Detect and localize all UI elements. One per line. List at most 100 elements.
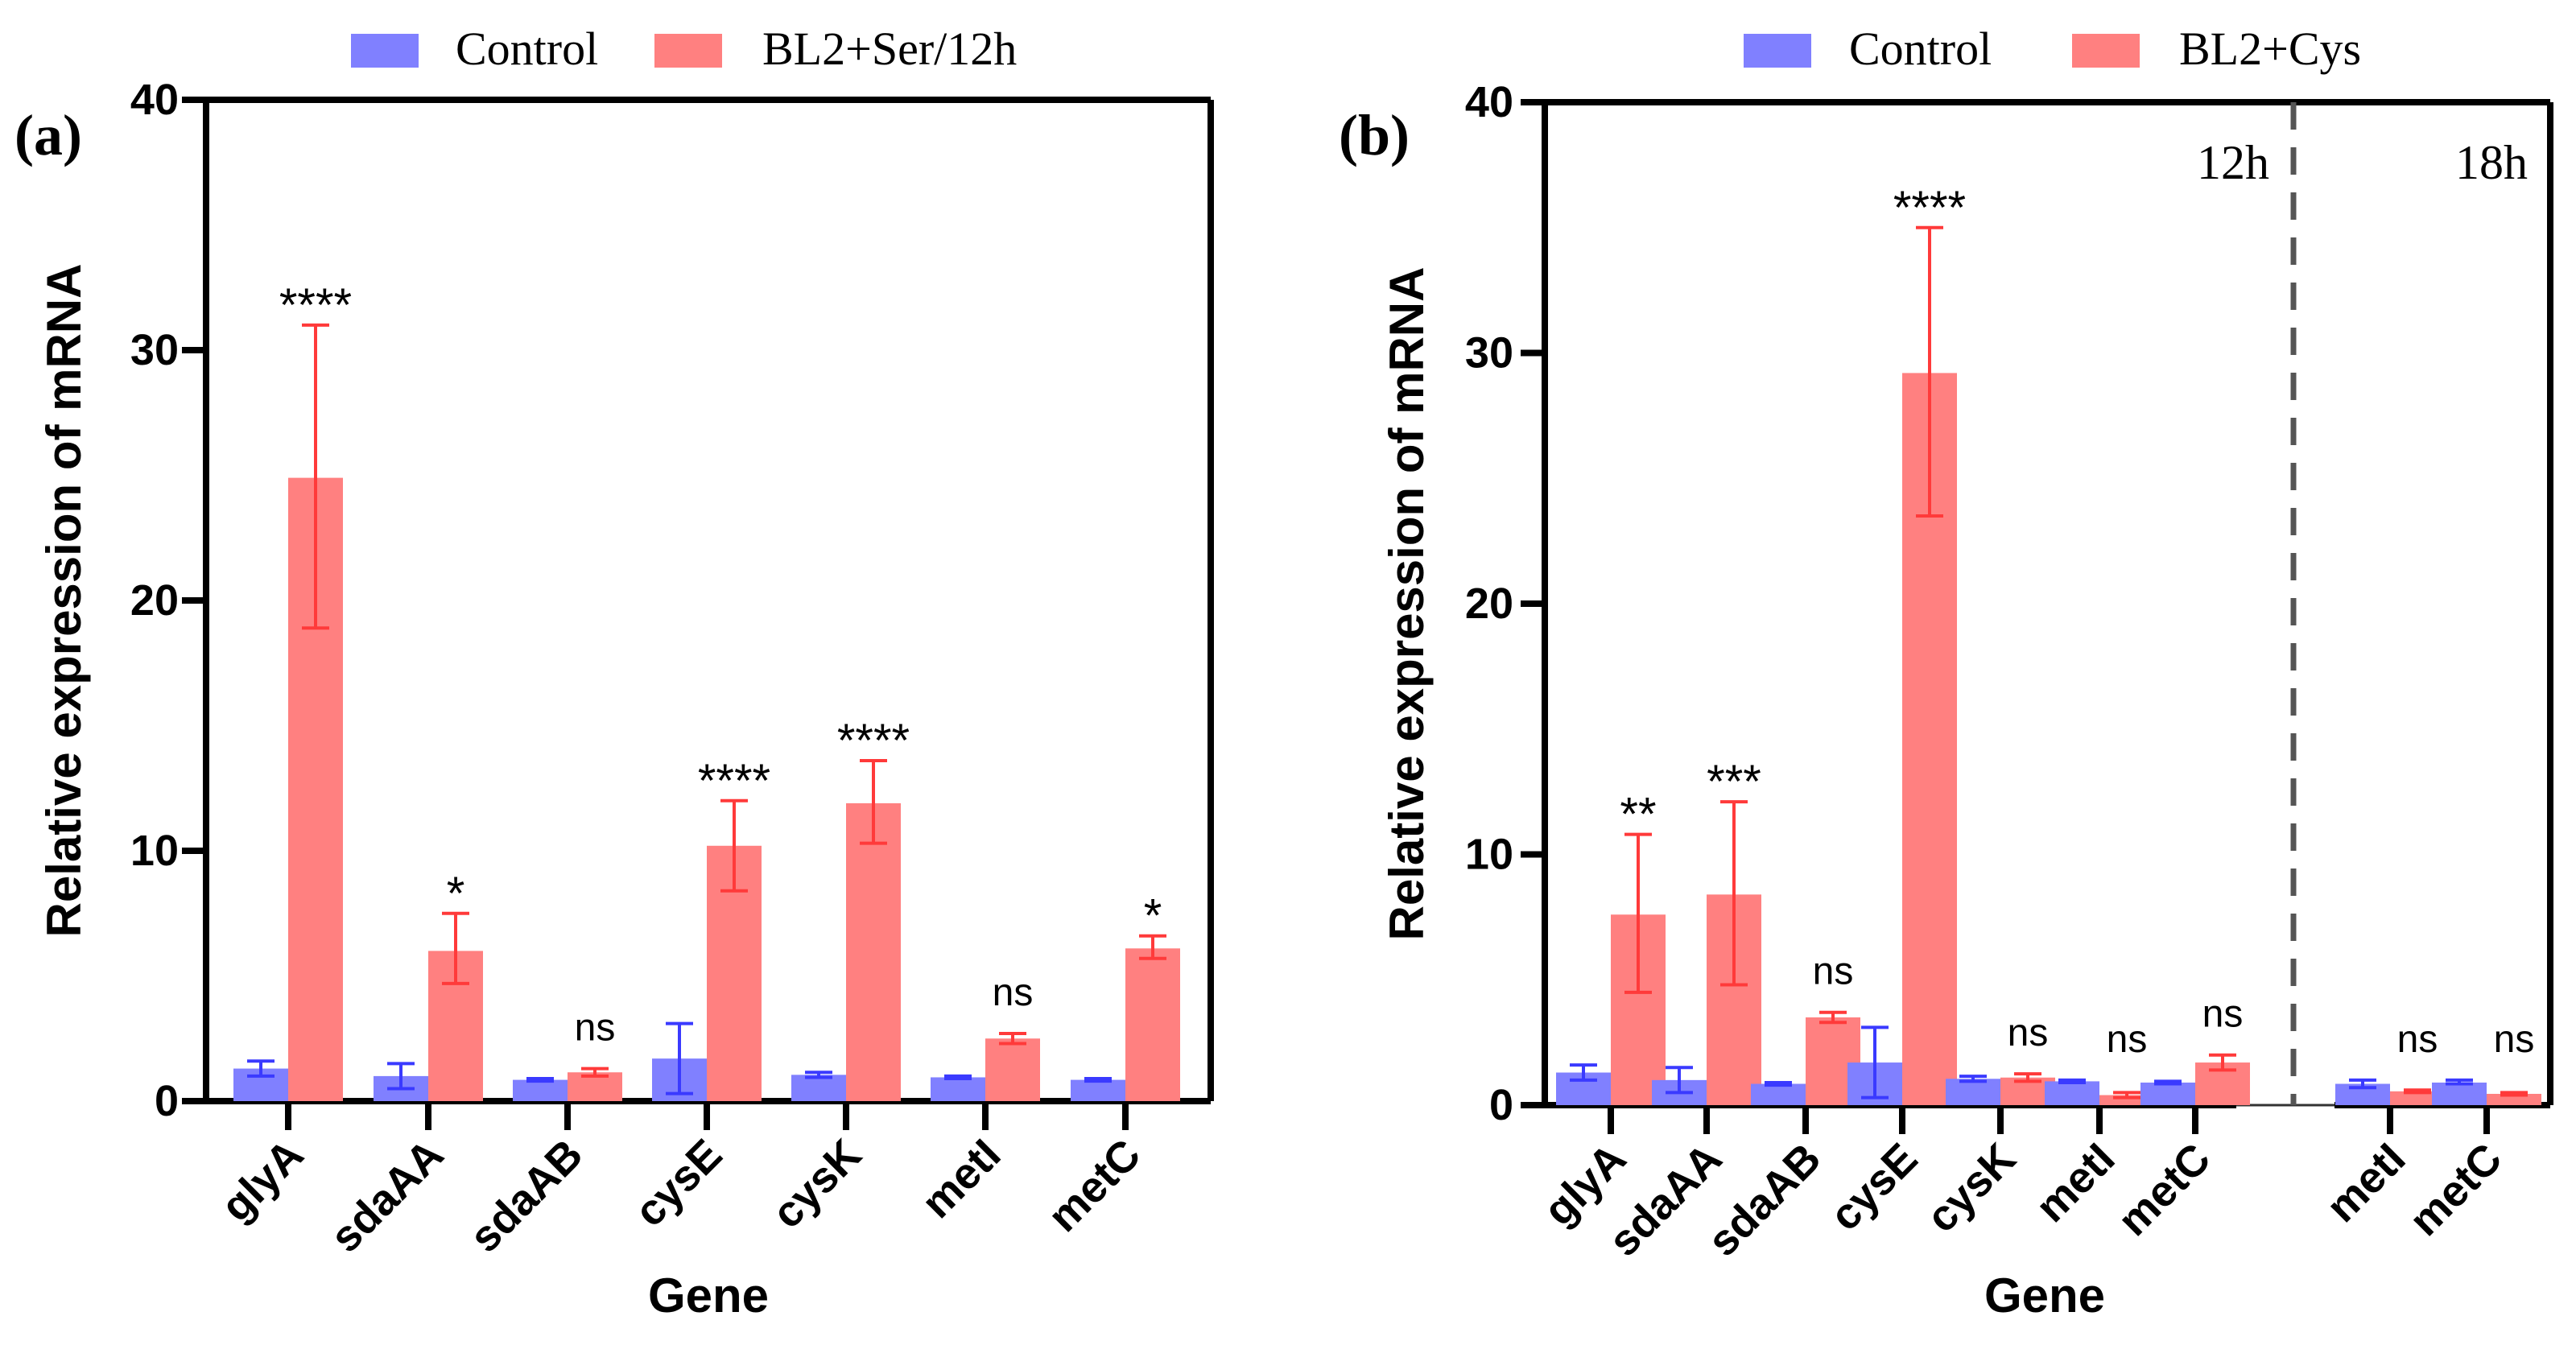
- bar-group-sdaAA: * sdaAA: [321, 868, 483, 1261]
- error-bar: [2446, 1078, 2473, 1086]
- y-tick-label: 30: [130, 326, 179, 374]
- error-bar: [526, 1077, 554, 1083]
- legend-swatch-control: [351, 34, 419, 68]
- bar-control: [1946, 1079, 2000, 1105]
- group-label-18h: 18h: [2455, 136, 2528, 189]
- error-bar: [2113, 1091, 2140, 1100]
- bar-group-metI: ns metI: [913, 972, 1040, 1227]
- y-axis-title: Relative expression of mRNA: [1380, 267, 1434, 941]
- y-tick-label: 0: [1489, 1081, 1513, 1129]
- bar-treatment: [985, 1038, 1040, 1101]
- error-bar: [581, 1067, 609, 1078]
- x-tick-label: sdaAA: [321, 1130, 452, 1261]
- x-tick-label: sdaAB: [1699, 1134, 1830, 1265]
- error-bar: [2404, 1088, 2431, 1095]
- group-label-12h: 12h: [2197, 136, 2269, 189]
- error-bar: [2209, 1053, 2236, 1072]
- error-bar: [387, 1062, 415, 1091]
- bar-control: [2045, 1081, 2099, 1105]
- error-bar: [2058, 1078, 2086, 1084]
- error-bar: [2154, 1079, 2182, 1086]
- significance-label: **: [1620, 789, 1656, 841]
- error-bar: [1819, 1010, 1847, 1025]
- x-tick-label: sdaAB: [460, 1130, 592, 1261]
- significance-label: ns: [575, 1007, 616, 1050]
- y-tick-label: 20: [1465, 580, 1513, 628]
- legend: Control BL2+Ser/12h: [351, 23, 1017, 75]
- y-tick-label: 30: [1465, 329, 1513, 378]
- error-bar: [1624, 832, 1652, 994]
- x-tick-label: cysE: [625, 1130, 732, 1236]
- y-tick-label: 40: [130, 76, 179, 124]
- y-tick-label: 10: [130, 827, 179, 875]
- legend-label-control: Control: [456, 23, 598, 75]
- y-tick-label: 0: [155, 1077, 179, 1125]
- error-bar: [860, 759, 887, 845]
- legend-swatch-control: [1744, 34, 1811, 68]
- error-bar: [1570, 1063, 1597, 1082]
- legend-label-treatment: BL2+Ser/12h: [762, 23, 1017, 75]
- error-bar: [2500, 1091, 2528, 1097]
- bar-control: [791, 1075, 846, 1101]
- bar-treatment: [846, 802, 901, 1101]
- significance-label: ns: [993, 972, 1034, 1014]
- error-bar: [1666, 1066, 1693, 1095]
- bar-control: [2140, 1082, 2195, 1105]
- error-bar: [944, 1074, 972, 1081]
- error-bar: [2349, 1078, 2376, 1090]
- significance-label: ns: [2494, 1018, 2535, 1061]
- y-axis-title: Relative expression of mRNA: [37, 264, 91, 938]
- error-bar: [1861, 1025, 1889, 1100]
- bar-group-cysK: **** cysK: [763, 715, 910, 1238]
- y-tick-label: 40: [1465, 78, 1513, 126]
- y-tick-label: 10: [1465, 831, 1513, 879]
- bar-control: [1071, 1079, 1125, 1101]
- significance-label: ****: [1893, 182, 1966, 234]
- bar-group-sdaAB: ns sdaAB: [460, 1007, 622, 1261]
- x-tick-label: metI: [2027, 1134, 2124, 1232]
- error-bar: [1959, 1075, 1987, 1083]
- bar-treatment: [1125, 948, 1180, 1101]
- significance-label: ****: [698, 755, 770, 807]
- x-axis-title: Gene: [648, 1269, 769, 1322]
- x-tick-label: metC: [2401, 1134, 2512, 1245]
- error-bar: [1916, 225, 1943, 518]
- legend-label-control: Control: [1849, 23, 1992, 75]
- x-tick-label: metC: [2109, 1134, 2220, 1245]
- significance-label: ns: [2397, 1018, 2438, 1061]
- error-bar: [720, 798, 748, 893]
- bar-control: [513, 1079, 568, 1101]
- bar-control: [2432, 1082, 2487, 1105]
- panel-label: (b): [1339, 103, 1410, 167]
- y-tick-label: 20: [130, 576, 179, 625]
- x-tick-label: glyA: [212, 1130, 312, 1231]
- bar-treatment: [2390, 1091, 2445, 1105]
- x-tick-label: cysK: [1918, 1134, 2025, 1242]
- bar-control: [1751, 1083, 1806, 1105]
- x-tick-label: cysK: [763, 1130, 871, 1238]
- significance-label: ns: [2107, 1018, 2148, 1061]
- bar-group-cysE: **** cysE: [625, 755, 770, 1236]
- significance-label: ns: [2202, 993, 2244, 1036]
- error-bar: [442, 911, 469, 985]
- x-tick-label: metC: [1039, 1130, 1150, 1241]
- bar-group-glyA: **** glyA: [212, 279, 352, 1231]
- significance-label: ***: [1707, 756, 1761, 808]
- legend-swatch-treatment: [654, 34, 722, 68]
- chart-panel-a: (a) Control BL2+Ser/12h 0 10 20 30 40 Relative e…: [14, 23, 1214, 1322]
- error-bar: [999, 1032, 1026, 1046]
- legend-label-treatment: BL2+Cys: [2179, 23, 2361, 75]
- significance-label: ****: [279, 279, 352, 332]
- x-axis-title: Gene: [1984, 1269, 2105, 1322]
- chart-panel-b: (b) Control BL2+Cys 0 10 20 30 40 Relative expre…: [1339, 23, 2553, 1322]
- error-bar: [805, 1071, 832, 1079]
- legend-swatch-treatment: [2072, 34, 2140, 68]
- error-bar: [247, 1059, 275, 1078]
- bar-group-glyA: **glyA: [1534, 789, 1666, 1235]
- significance-label: *: [1144, 890, 1162, 943]
- error-bar: [666, 1021, 693, 1095]
- error-bar: [2014, 1072, 2041, 1083]
- bar-group-metC: * metC: [1039, 890, 1180, 1241]
- error-bar: [1084, 1077, 1112, 1083]
